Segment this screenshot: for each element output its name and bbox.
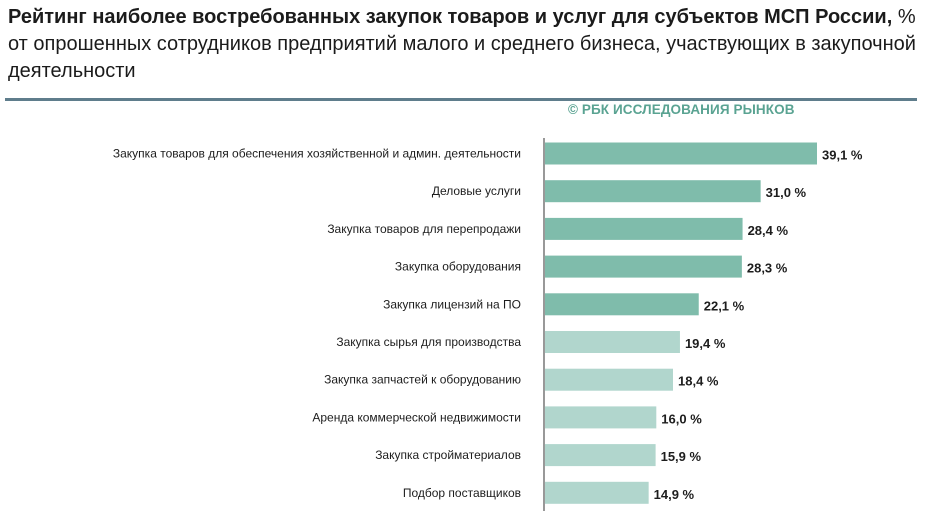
value-label: 18,4 % [678,374,719,389]
bar [545,481,649,504]
chart-title-bold: Рейтинг наиболее востребованных закупок … [8,6,893,28]
bar [545,444,656,467]
bar [545,331,680,353]
value-label: 16,0 % [661,411,702,426]
bar [545,217,743,240]
category-label: Подбор поставщиков [403,486,521,500]
value-label: 22,1 % [704,298,745,313]
title-divider [5,98,917,101]
value-label: 28,4 % [748,223,789,238]
chart-title: Рейтинг наиболее востребованных закупок … [8,4,923,85]
value-label: 28,3 % [747,261,788,276]
value-label: 39,1 % [822,148,863,163]
bar [545,368,673,391]
category-label: Закупка оборудования [395,260,521,274]
bar [545,255,742,278]
category-label: Деловые услуги [432,184,521,198]
chart-title-regular: % от опрошенных сотрудников предприятий … [8,6,916,82]
bar-marks: Закупка товаров для обеспечения хозяйств… [113,142,863,504]
value-label: 19,4 % [685,336,726,351]
category-label: Закупка стройматериалов [375,448,521,462]
category-label: Закупка товаров для перепродажи [327,222,521,236]
category-label: Аренда коммерческой недвижимости [312,410,521,424]
bar [545,142,817,165]
value-label: 14,9 % [654,487,695,502]
category-label: Закупка сырья для производства [336,335,521,349]
bar [545,180,761,203]
category-label: Закупка товаров для обеспечения хозяйств… [113,147,521,161]
category-label: Закупка лицензий на ПО [383,297,521,311]
category-label: Закупка запчастей к оборудованию [324,373,521,387]
bar [545,293,699,316]
source-credit: © РБК ИССЛЕДОВАНИЯ РЫНКОВ [568,102,795,117]
value-label: 15,9 % [661,449,702,464]
bar [545,406,657,429]
value-label: 31,0 % [766,185,807,200]
